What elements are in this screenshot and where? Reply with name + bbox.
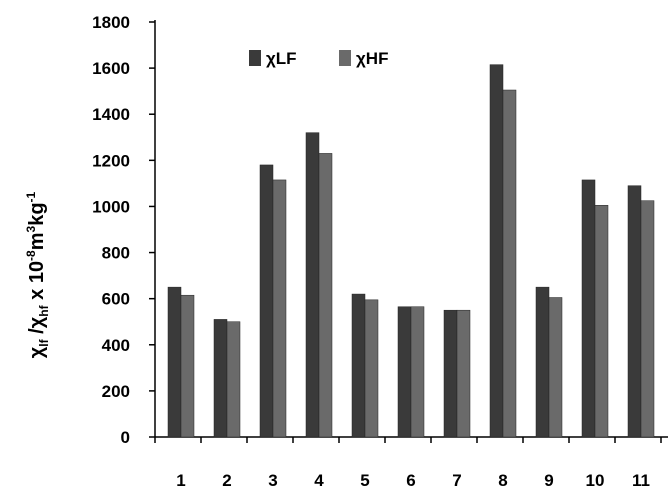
bar-chihf: [364, 299, 379, 438]
x-tick-label: 1: [176, 471, 185, 490]
y-tick-label: 1600: [92, 59, 130, 78]
legend-label: χLF: [266, 49, 297, 68]
bar-chilf: [443, 309, 458, 438]
axes: 0 200 400 600 800 1000 1200 1400 1600 1800 1 2 3 4 5 6 7…: [92, 13, 668, 490]
bar-chilf: [213, 319, 228, 438]
x-tick-label: 5: [360, 471, 369, 490]
bar-chilf: [627, 185, 642, 438]
x-tick-label: 3: [268, 471, 277, 490]
x-tick-label: 11: [632, 471, 650, 490]
bar-chilf: [489, 64, 504, 438]
y-tick-label: 1200: [92, 151, 130, 170]
bar-chilf: [535, 286, 550, 438]
bar-chihf: [318, 153, 333, 438]
bar-chihf: [594, 205, 609, 438]
y-tick-label: 600: [102, 290, 130, 309]
y-tick-label: 0: [121, 428, 130, 447]
bar-chihf: [640, 200, 655, 438]
bars: [167, 64, 655, 438]
x-tick-label: 8: [498, 471, 507, 490]
bar-chilf: [397, 306, 412, 438]
x-tick-label: 4: [314, 471, 324, 490]
legend-swatch: [339, 50, 351, 66]
x-tick-label: 7: [452, 471, 461, 490]
x-tick-label: 9: [544, 471, 553, 490]
bar-chilf: [581, 179, 596, 438]
y-axis-label: χlf /χhf x 10-8m3kg-1: [24, 191, 51, 358]
y-tick-label: 400: [102, 336, 130, 355]
bar-chihf: [456, 309, 471, 438]
bar-chihf: [502, 89, 517, 438]
y-tick-label: 1000: [92, 197, 130, 216]
bar-chihf: [548, 297, 563, 438]
x-tick-label: 10: [586, 471, 605, 490]
bar-chihf: [272, 179, 287, 438]
x-tick-label: 2: [222, 471, 231, 490]
bar-chilf: [351, 293, 366, 438]
bar-chihf: [226, 321, 241, 438]
y-tick-label: 800: [102, 244, 130, 263]
legend: χLF χHF: [249, 49, 388, 68]
x-tick-label: 6: [406, 471, 415, 490]
y-tick-label: 1400: [92, 105, 130, 124]
bar-chilf: [259, 164, 274, 438]
bar-chihf: [410, 306, 425, 438]
legend-swatch: [249, 50, 261, 66]
legend-label: χHF: [356, 49, 388, 68]
bar-chihf: [180, 294, 195, 438]
bar-chilf: [167, 286, 182, 438]
y-tick-label: 1800: [92, 13, 130, 32]
bar-chilf: [305, 132, 320, 438]
y-tick-label: 200: [102, 382, 130, 401]
